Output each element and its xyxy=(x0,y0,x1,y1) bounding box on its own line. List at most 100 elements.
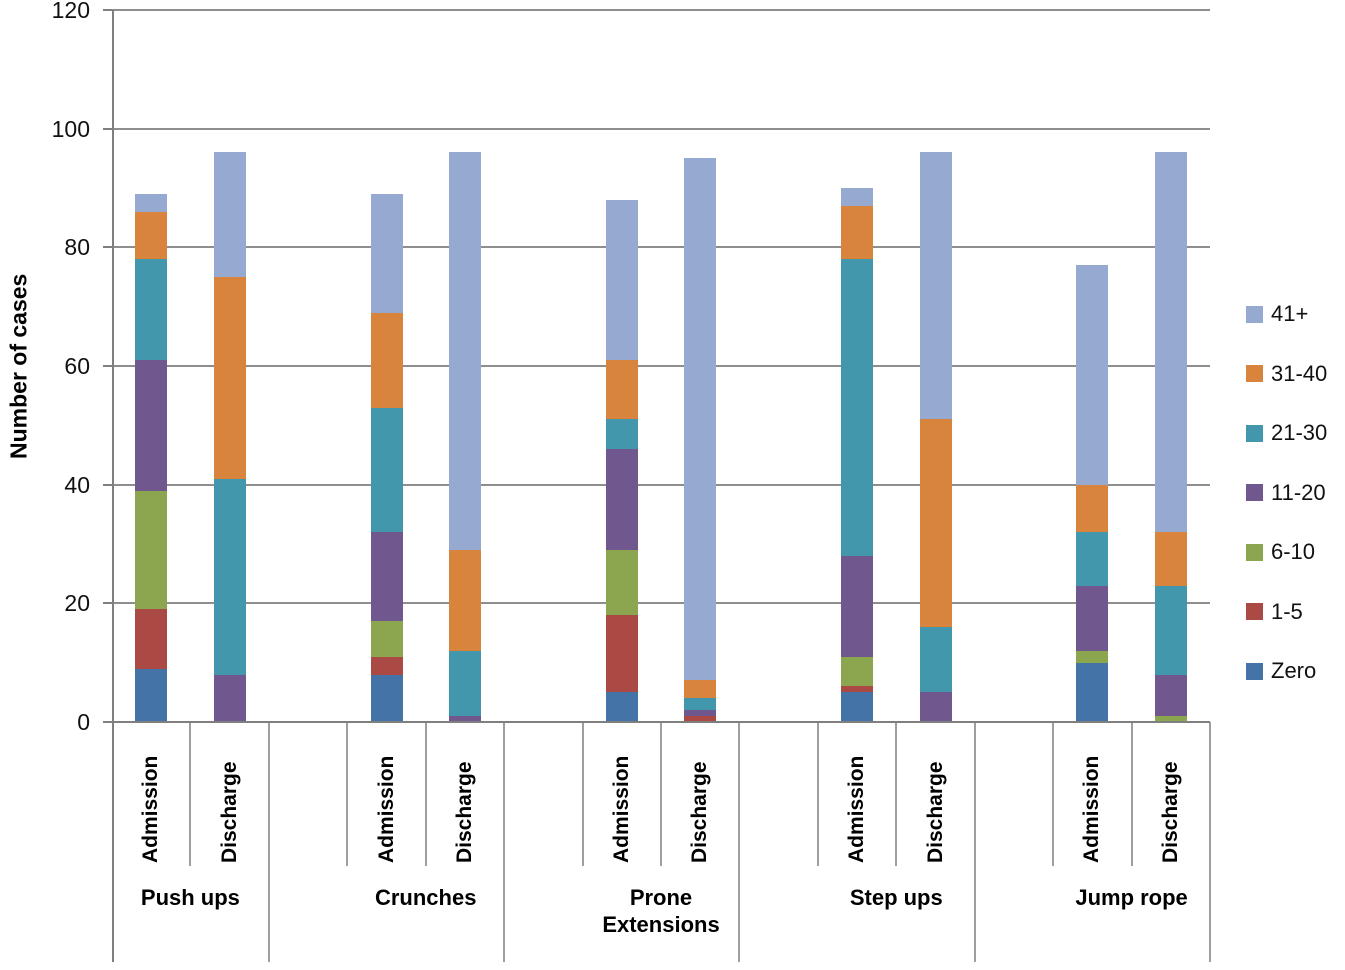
legend-item-31-40: 31-40 xyxy=(1246,361,1327,387)
bar-segment-crunches-admission-21-30 xyxy=(370,407,403,533)
bar-segment-prone-extensions-admission-11-20 xyxy=(605,449,638,550)
legend-swatch-31-40 xyxy=(1246,365,1263,382)
bar-segment-push-ups-discharge-11-20 xyxy=(213,674,246,722)
y-tick-label-100: 100 xyxy=(51,115,90,142)
group-label-step-ups: Step ups xyxy=(849,885,943,910)
bar-segment-push-ups-admission-31-40 xyxy=(135,211,168,260)
bar-segment-push-ups-discharge-41+ xyxy=(213,152,246,277)
bar-segment-push-ups-admission-21-30 xyxy=(135,259,168,361)
gridline-60 xyxy=(112,365,1210,367)
bar-segment-prone-extensions-discharge-11-20 xyxy=(684,710,717,717)
y-tick-label-60: 60 xyxy=(64,353,90,379)
legend-label-31-40: 31-40 xyxy=(1271,360,1328,386)
y-tick-80 xyxy=(103,246,112,249)
x-label-admission-3: Admission xyxy=(845,755,869,863)
bar-segment-prone-extensions-admission-Zero xyxy=(605,692,638,722)
bar-segment-step-ups-discharge-21-30 xyxy=(919,627,952,693)
legend-item-zero: Zero xyxy=(1246,658,1316,684)
x-label-discharge-1: Discharge xyxy=(452,761,476,863)
bar-segment-prone-extensions-discharge-21-30 xyxy=(684,698,717,711)
group-boundary-line xyxy=(267,722,270,962)
legend-item-1-5: 1-5 xyxy=(1246,599,1303,625)
slot-divider-line xyxy=(189,722,192,866)
y-tick-label-80: 80 xyxy=(64,234,90,261)
x-axis-line xyxy=(103,721,1210,723)
y-tick-60 xyxy=(103,365,112,367)
bar-segment-jump-rope-admission-Zero xyxy=(1076,662,1109,722)
y-tick-20 xyxy=(103,602,112,605)
bar-segment-push-ups-admission-41+ xyxy=(135,193,168,212)
gridline-80 xyxy=(112,246,1210,249)
bar-segment-step-ups-admission-11-20 xyxy=(841,555,874,657)
bar-segment-step-ups-discharge-11-20 xyxy=(919,692,952,722)
bar-segment-step-ups-discharge-31-40 xyxy=(919,419,952,628)
x-label-discharge-0: Discharge xyxy=(217,761,241,863)
legend-label-21-30: 21-30 xyxy=(1271,420,1328,445)
bar-segment-crunches-admission-41+ xyxy=(370,193,403,313)
gridline-20 xyxy=(112,602,1210,605)
bar-segment-step-ups-admission-6-10 xyxy=(841,656,874,687)
legend-swatch-41+ xyxy=(1246,305,1263,323)
legend-swatch-11-20 xyxy=(1246,484,1263,501)
bar-segment-prone-extensions-admission-21-30 xyxy=(605,419,638,450)
y-tick-label-20: 20 xyxy=(64,590,90,617)
slot-divider-line xyxy=(660,722,662,866)
slot-divider-line xyxy=(1130,722,1133,866)
x-label-discharge-3: Discharge xyxy=(923,761,947,863)
bar-segment-jump-rope-discharge-21-30 xyxy=(1154,585,1187,675)
bar-segment-prone-extensions-discharge-1-5 xyxy=(684,716,717,722)
bar-segment-prone-extensions-admission-31-40 xyxy=(605,360,638,420)
y-tick-100 xyxy=(103,127,112,130)
bar-segment-jump-rope-admission-41+ xyxy=(1076,265,1109,485)
bar-segment-step-ups-admission-21-30 xyxy=(841,259,874,556)
bar-segment-step-ups-admission-1-5 xyxy=(841,686,874,693)
legend-label-1-5: 1-5 xyxy=(1271,598,1303,624)
bar-segment-prone-extensions-discharge-41+ xyxy=(684,158,717,681)
bar-segment-jump-rope-discharge-6-10 xyxy=(1154,716,1187,722)
bar-segment-jump-rope-discharge-31-40 xyxy=(1154,532,1187,586)
bar-segment-jump-rope-admission-6-10 xyxy=(1076,650,1109,663)
group-boundary-line xyxy=(1209,722,1211,962)
group-label-push-ups: Push ups xyxy=(140,885,240,910)
bar-segment-jump-rope-discharge-11-20 xyxy=(1154,674,1187,717)
bar-segment-jump-rope-admission-11-20 xyxy=(1076,585,1109,651)
x-label-admission-4: Admission xyxy=(1080,755,1104,863)
bar-segment-step-ups-admission-31-40 xyxy=(841,205,874,260)
bar-segment-crunches-discharge-21-30 xyxy=(448,650,481,717)
bar-segment-push-ups-admission-Zero xyxy=(135,668,168,722)
x-label-discharge-4: Discharge xyxy=(1158,761,1182,863)
slot-divider-line xyxy=(581,722,584,866)
slot-divider-line xyxy=(346,722,349,866)
legend-label-11-20: 11-20 xyxy=(1271,479,1326,505)
legend-item-41+: 41+ xyxy=(1246,301,1308,327)
x-label-admission-2: Admission xyxy=(609,755,633,863)
legend-swatch-21-30 xyxy=(1246,424,1263,442)
legend-item-6-10: 6-10 xyxy=(1246,539,1315,565)
x-label-discharge-2: Discharge xyxy=(688,761,712,863)
bar-segment-crunches-discharge-11-20 xyxy=(448,716,481,722)
legend-swatch-6-10 xyxy=(1246,543,1263,561)
legend-swatch-1-5 xyxy=(1246,603,1263,620)
group-boundary-line xyxy=(738,722,741,962)
bar-segment-crunches-admission-31-40 xyxy=(370,312,403,408)
x-label-admission-0: Admission xyxy=(139,755,163,863)
y-tick-label-120: 120 xyxy=(51,0,90,23)
bar-segment-crunches-discharge-41+ xyxy=(448,152,481,550)
y-tick-40 xyxy=(103,483,112,486)
bar-segment-step-ups-admission-Zero xyxy=(841,692,874,722)
legend-item-21-30: 21-30 xyxy=(1246,420,1327,446)
x-label-admission-1: Admission xyxy=(374,755,398,863)
bar-segment-crunches-discharge-31-40 xyxy=(448,549,481,651)
bar-segment-prone-extensions-discharge-31-40 xyxy=(684,680,717,699)
y-tick-label-40: 40 xyxy=(64,471,90,498)
bar-segment-jump-rope-discharge-41+ xyxy=(1154,152,1187,533)
y-tick-120 xyxy=(103,9,112,11)
legend-item-11-20: 11-20 xyxy=(1246,480,1326,506)
bar-segment-crunches-admission-6-10 xyxy=(370,621,403,657)
slot-divider-line xyxy=(816,722,819,866)
bar-segment-crunches-admission-11-20 xyxy=(370,532,403,622)
legend-label-6-10: 6-10 xyxy=(1271,539,1316,564)
gridline-100 xyxy=(112,127,1210,130)
bar-segment-jump-rope-admission-21-30 xyxy=(1076,532,1109,586)
